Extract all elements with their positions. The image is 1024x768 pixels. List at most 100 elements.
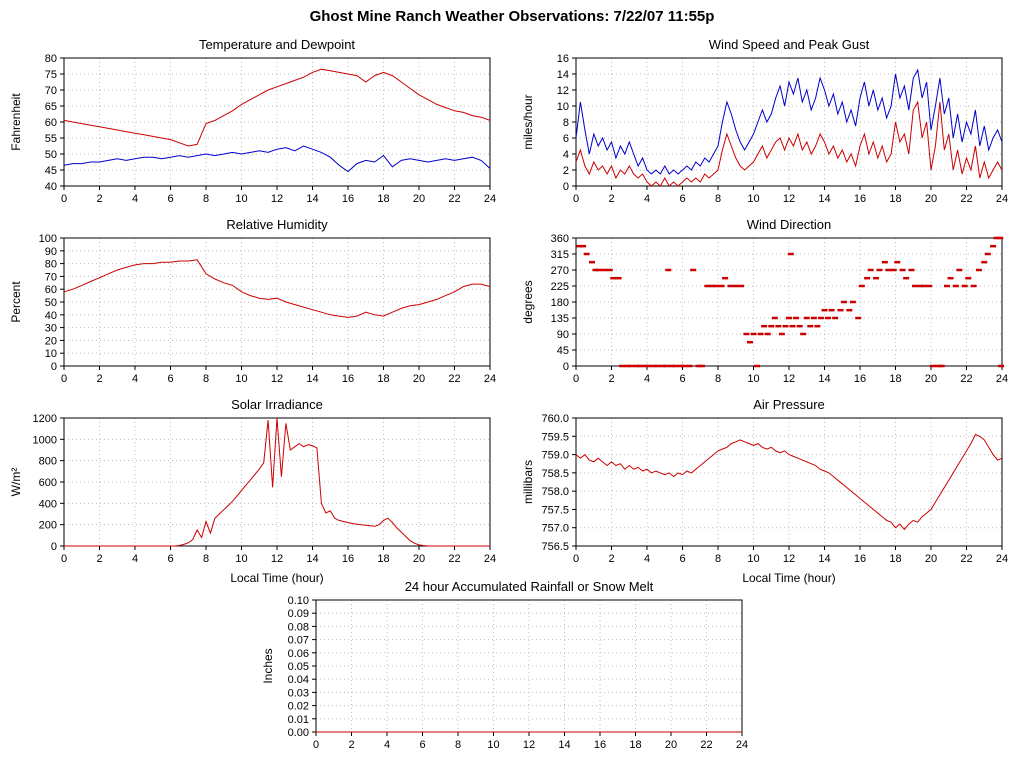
x-tick-label: 0 bbox=[573, 193, 579, 205]
y-tick-label: 0.01 bbox=[288, 714, 309, 726]
y-tick-label: 90 bbox=[557, 329, 569, 341]
x-tick-label: 6 bbox=[167, 373, 173, 385]
y-tick-label: 0.02 bbox=[288, 701, 309, 713]
x-tick-label: 6 bbox=[679, 193, 685, 205]
x-tick-label: 4 bbox=[644, 553, 650, 565]
x-tick-label: 18 bbox=[377, 553, 389, 565]
y-axis-label: degrees bbox=[521, 280, 535, 323]
x-tick-label: 24 bbox=[736, 739, 748, 751]
y-tick-label: 60 bbox=[45, 117, 57, 129]
solar-irradiance-plot: 0 2 4 6 8 10 12 14 16 18 20 22 240200400600800100012… bbox=[9, 397, 496, 585]
x-tick-label: 12 bbox=[271, 373, 283, 385]
x-tick-label: 10 bbox=[235, 553, 247, 565]
x-tick-label: 6 bbox=[679, 553, 685, 565]
gridlines bbox=[64, 417, 490, 547]
x-tick-label: 8 bbox=[203, 373, 209, 385]
chart-air-pressure: 0 2 4 6 8 10 12 14 16 18 20 22 24 756.5 757.0 757.5 758.… bbox=[518, 394, 1016, 590]
x-tick-label: 18 bbox=[377, 193, 389, 205]
x-tick-label: 22 bbox=[448, 553, 460, 565]
y-tick-label: 759.0 bbox=[541, 450, 569, 462]
x-tick-label: 2 bbox=[96, 553, 102, 565]
x-tick-label: 0 bbox=[573, 553, 579, 565]
axes: 0 2 4 6 8 10 12 14 16 18 20 22 240.000.010.020.030.0… bbox=[288, 595, 749, 751]
x-tick-label: 18 bbox=[889, 553, 901, 565]
chart-title: Wind Speed and Peak Gust bbox=[709, 37, 870, 52]
x-tick-label: 0 bbox=[313, 739, 319, 751]
chart-title: Solar Irradiance bbox=[231, 397, 323, 412]
x-tick-label: 24 bbox=[484, 553, 496, 565]
x-tick-label: 10 bbox=[747, 193, 759, 205]
chart-temperature-dewpoint: 0 2 4 6 8 10 12 14 16 18 20 22 24 40 45 50 55 60 65 70 75 80 T… bbox=[6, 34, 504, 212]
y-tick-label: 0 bbox=[51, 541, 57, 553]
x-tick-label: 8 bbox=[455, 739, 461, 751]
y-tick-label: 0.06 bbox=[288, 648, 309, 660]
pressure-line bbox=[575, 433, 1003, 531]
x-tick-label: 2 bbox=[608, 193, 614, 205]
x-tick-label: 10 bbox=[747, 553, 759, 565]
y-tick-label: 75 bbox=[45, 69, 57, 81]
y-tick-label: 10 bbox=[45, 348, 57, 360]
y-tick-label: 30 bbox=[45, 323, 57, 335]
x-tick-label: 18 bbox=[889, 193, 901, 205]
y-tick-label: 40 bbox=[45, 181, 57, 193]
axes: 0 2 4 6 8 10 12 14 16 18 20 22 240102030405060708090… bbox=[39, 233, 496, 385]
humidity-line bbox=[63, 259, 491, 318]
y-tick-label: 760.0 bbox=[541, 413, 569, 425]
x-tick-label: 6 bbox=[167, 193, 173, 205]
x-tick-label: 20 bbox=[665, 739, 677, 751]
y-tick-label: 16 bbox=[557, 53, 569, 65]
wind-direction-points bbox=[576, 236, 1005, 368]
x-tick-label: 24 bbox=[996, 553, 1008, 565]
y-tick-label: 0 bbox=[563, 361, 569, 373]
y-tick-label: 135 bbox=[551, 313, 569, 325]
x-tick-label: 16 bbox=[594, 739, 606, 751]
x-tick-label: 8 bbox=[203, 553, 209, 565]
x-tick-label: 6 bbox=[679, 373, 685, 385]
chart-title: Air Pressure bbox=[753, 397, 825, 412]
x-tick-label: 8 bbox=[715, 553, 721, 565]
y-tick-label: 6 bbox=[563, 133, 569, 145]
x-tick-label: 2 bbox=[348, 739, 354, 751]
y-tick-label: 756.5 bbox=[541, 541, 569, 553]
x-tick-label: 4 bbox=[644, 193, 650, 205]
x-tick-label: 20 bbox=[925, 373, 937, 385]
x-tick-label: 10 bbox=[487, 739, 499, 751]
x-axis-label: Local Time (hour) bbox=[230, 571, 323, 585]
y-tick-label: 758.5 bbox=[541, 468, 569, 480]
y-tick-label: 10 bbox=[557, 101, 569, 113]
y-tick-label: 0 bbox=[563, 181, 569, 193]
x-tick-label: 24 bbox=[996, 193, 1008, 205]
y-tick-label: 360 bbox=[551, 233, 569, 245]
y-tick-label: 2 bbox=[563, 165, 569, 177]
chart-title: Wind Direction bbox=[747, 217, 832, 232]
x-tick-label: 22 bbox=[448, 193, 460, 205]
y-tick-label: 60 bbox=[45, 284, 57, 296]
wind-speed-line bbox=[575, 100, 1003, 187]
y-axis-label: millibars bbox=[521, 460, 535, 504]
axes: 0 2 4 6 8 10 12 14 16 18 20 22 240459013518022527031… bbox=[551, 233, 1008, 385]
y-axis-label: Fahrenheit bbox=[9, 93, 23, 151]
x-tick-label: 4 bbox=[132, 193, 138, 205]
y-tick-label: 0.09 bbox=[288, 608, 309, 620]
x-tick-label: 22 bbox=[448, 373, 460, 385]
x-tick-label: 16 bbox=[854, 373, 866, 385]
y-tick-label: 4 bbox=[563, 149, 569, 161]
y-tick-label: 0.08 bbox=[288, 621, 309, 633]
x-tick-label: 12 bbox=[783, 553, 795, 565]
x-tick-label: 24 bbox=[484, 373, 496, 385]
x-tick-label: 24 bbox=[484, 193, 496, 205]
x-tick-label: 16 bbox=[342, 553, 354, 565]
plot-border bbox=[575, 417, 1003, 547]
y-tick-label: 0.10 bbox=[288, 595, 309, 607]
x-tick-label: 4 bbox=[132, 373, 138, 385]
x-tick-label: 22 bbox=[700, 739, 712, 751]
x-tick-label: 24 bbox=[996, 373, 1008, 385]
x-tick-label: 2 bbox=[608, 553, 614, 565]
y-tick-label: 225 bbox=[551, 281, 569, 293]
x-tick-label: 20 bbox=[413, 373, 425, 385]
y-tick-label: 80 bbox=[45, 53, 57, 65]
x-tick-label: 18 bbox=[889, 373, 901, 385]
y-tick-label: 40 bbox=[45, 310, 57, 322]
y-tick-label: 100 bbox=[39, 233, 57, 245]
